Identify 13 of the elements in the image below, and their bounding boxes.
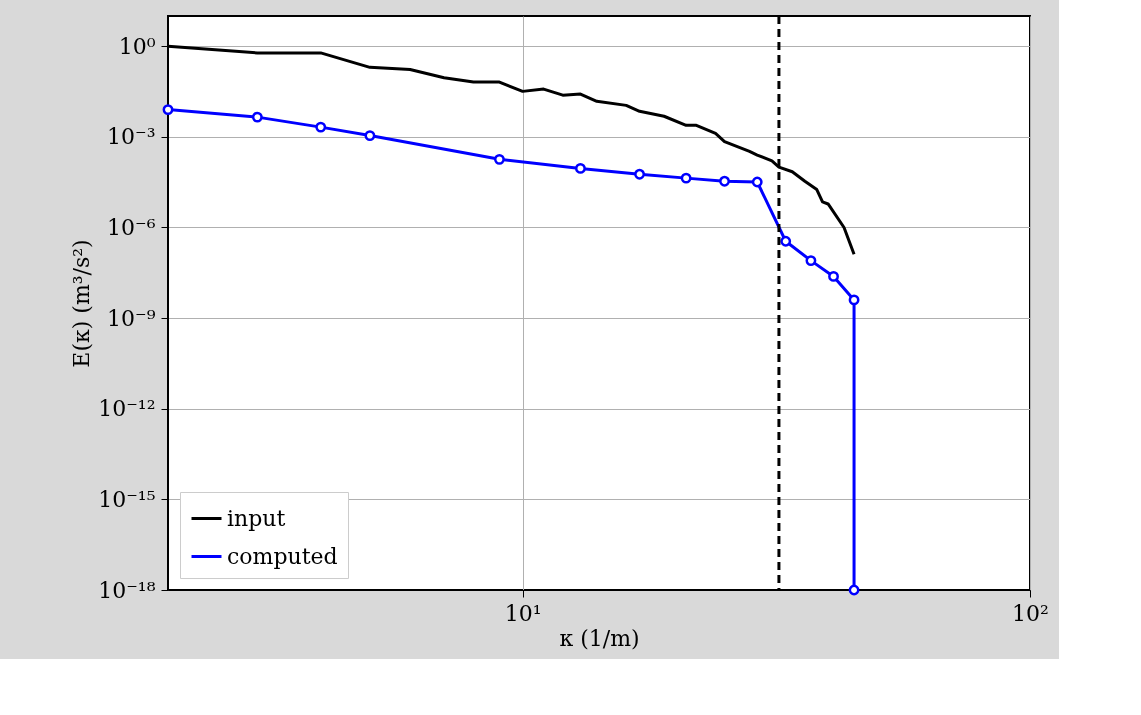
y-tick-label: 10⁻³ bbox=[107, 124, 156, 150]
y-tick-label: 10⁻⁶ bbox=[107, 214, 156, 240]
y-tick-label: 10⁰ bbox=[118, 33, 156, 59]
y-tick-label: 10⁻⁹ bbox=[107, 305, 156, 331]
legend-label: computed bbox=[227, 543, 338, 569]
x-tick-label: 10¹ bbox=[504, 600, 542, 626]
legend-label: input bbox=[227, 505, 286, 531]
y-tick-label: 10⁻¹⁵ bbox=[98, 486, 156, 512]
x-tick-label: 10² bbox=[1012, 600, 1049, 626]
x-axis-title: κ (1/m) bbox=[559, 625, 640, 651]
y-tick-label: 10⁻¹² bbox=[98, 396, 156, 422]
y-axis-title: E(κ) (m³/s²) bbox=[69, 239, 95, 368]
y-tick-label: 10⁻¹⁸ bbox=[98, 577, 156, 603]
